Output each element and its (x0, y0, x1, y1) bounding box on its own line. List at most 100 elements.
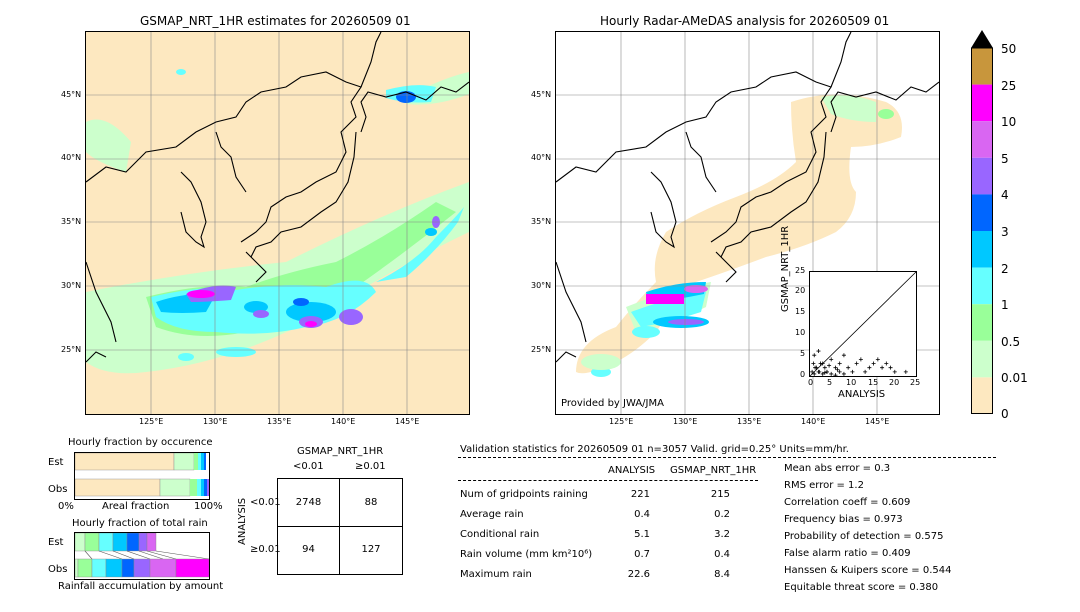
score-frequency-bias: Frequency bias = 0.973 (784, 514, 903, 525)
validation-row-analysis: 221 (630, 489, 650, 500)
scatter-point (829, 357, 834, 362)
total-bar-obs (74, 558, 210, 578)
scatter-point (867, 365, 872, 370)
validation-subdivider (458, 480, 758, 481)
colorbar-swatch-001-05 (971, 340, 993, 378)
scatter-point (875, 357, 880, 362)
left-lon-145: 145°E (395, 417, 420, 426)
validation-row-gsmap: 3.2 (714, 529, 730, 540)
scatter-point (827, 363, 832, 368)
score-correlation: Correlation coeff = 0.609 (784, 497, 911, 508)
score-pod: Probability of detection = 0.575 (784, 531, 944, 542)
left-grid (86, 32, 469, 414)
validation-row-label: Rain volume (mm km²10⁶) (460, 549, 593, 560)
scatter-point (811, 361, 816, 366)
score-rmse: RMS error = 1.2 (784, 480, 864, 491)
colorbar-swatch-3-4 (971, 194, 993, 231)
scatter-xlabel: ANALYSIS (838, 389, 886, 400)
colorbar (971, 30, 993, 414)
colorbar-label-25: 25 (1001, 79, 1017, 93)
scatter-point (812, 371, 817, 376)
scatter-point (833, 365, 838, 370)
scatter-ytick-0: 0 (800, 370, 806, 379)
validation-divider (458, 457, 996, 458)
left-lat-40: 40°N (61, 153, 82, 162)
colorbar-swatch-05-1 (971, 304, 993, 341)
total-connectors (84, 550, 210, 560)
occurrence-xmin: 0% (58, 501, 74, 512)
occurrence-title: Hourly fraction by occurence (68, 437, 213, 448)
right-coastlines (556, 32, 939, 363)
left-lon-135: 135°E (267, 417, 292, 426)
scatter-ytick-10: 10 (795, 328, 806, 337)
total-xlabel: Rainfall accumulation by amount (58, 581, 224, 592)
validation-row-gsmap: 215 (710, 489, 730, 500)
left-lat-25: 25°N (61, 345, 82, 354)
right-map: Provided by JWA/JMA (555, 31, 940, 415)
scatter-point (835, 367, 840, 372)
colorbar-label-0: 0 (1001, 407, 1009, 421)
occurrence-xmax: 100% (194, 501, 223, 512)
colorbar-label-50: 50 (1001, 42, 1017, 56)
scatter-ytick-25: 25 (795, 266, 806, 275)
left-lat-45: 45°N (61, 90, 82, 99)
right-lon-140: 140°E (801, 417, 826, 426)
colorbar-label-10: 10 (1001, 115, 1017, 129)
scatter-point (884, 361, 889, 366)
score-mae: Mean abs error = 0.3 (784, 463, 891, 474)
contingency-col-ge: ≥0.01 (355, 461, 386, 472)
scatter-xtick-5: 5 (827, 378, 833, 387)
right-lat-40: 40°N (531, 153, 552, 162)
validation-row-label: Conditional rain (460, 529, 540, 540)
scatter-xtick-15: 15 (868, 378, 879, 387)
colorbar-swatch-1-2 (971, 267, 993, 305)
validation-row-gsmap: 0.2 (714, 509, 730, 520)
colorbar-label-2: 2 (1001, 262, 1009, 276)
right-rain-field (581, 95, 894, 377)
scatter-point (841, 353, 846, 358)
right-lon-130: 130°E (673, 417, 698, 426)
colorbar-swatch-25-50 (971, 48, 993, 85)
validation-row-label: Num of gridpoints raining (460, 489, 588, 500)
left-coastlines (86, 32, 469, 363)
colorbar-swatch-5-10 (971, 121, 993, 158)
validation-header: Validation statistics for 20260509 01 n=… (460, 444, 849, 455)
scatter-plot (809, 271, 917, 377)
left-lon-130: 130°E (203, 417, 228, 426)
validation-row-label: Maximum rain (460, 569, 532, 580)
colorbar-label-05: 0.5 (1001, 335, 1021, 349)
validation-row-label: Average rain (460, 509, 524, 520)
total-title: Hourly fraction of total rain (72, 518, 208, 529)
left-lon-125: 125°E (139, 417, 164, 426)
total-chart (74, 532, 210, 580)
score-far: False alarm ratio = 0.409 (784, 548, 911, 559)
contingency-col-lt: <0.01 (293, 461, 324, 472)
contingency-row-ge: ≥0.01 (250, 544, 281, 555)
colorbar-label-001: 0.01 (1001, 371, 1028, 385)
scatter-point (812, 353, 817, 358)
scatter-xtick-0: 0 (808, 378, 814, 387)
scatter-diagonal (810, 272, 916, 376)
right-map-credit: Provided by JWA/JMA (561, 398, 664, 409)
scatter-ylabel: GSMAP_NRT_1HR (780, 225, 791, 312)
score-ets: Equitable threat score = 0.380 (784, 582, 939, 593)
scatter-point (858, 357, 863, 362)
scatter-point (810, 369, 815, 374)
scatter-point (820, 361, 825, 366)
scatter-point (846, 365, 851, 370)
scatter-point (817, 369, 822, 374)
occurrence-chart (74, 452, 210, 500)
validation-col-analysis: ANALYSIS (608, 465, 656, 476)
scatter-point (822, 365, 827, 370)
left-map-title: GSMAP_NRT_1HR estimates for 20260509 01 (140, 14, 411, 28)
right-lon-135: 135°E (737, 417, 762, 426)
scatter-ytick-15: 15 (795, 307, 806, 316)
scatter-point (829, 371, 834, 376)
scatter-svg (810, 272, 916, 376)
scatter-point (863, 369, 868, 374)
colorbar-label-1: 1 (1001, 298, 1009, 312)
colorbar-label-5: 5 (1001, 152, 1009, 166)
colorbar-label-3: 3 (1001, 225, 1009, 239)
scatter-point (837, 361, 842, 366)
occurrence-xmid: Areal fraction (102, 501, 170, 512)
